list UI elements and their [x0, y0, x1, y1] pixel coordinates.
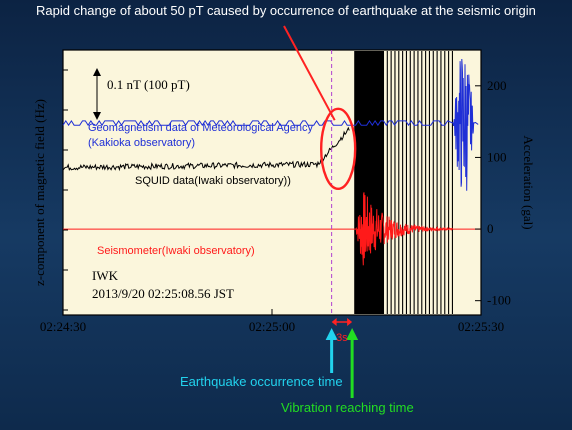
interval-label: 3s — [336, 332, 348, 344]
seismometer-trace — [63, 192, 481, 266]
geomag-label: Geomagnetism data of Meteorological Agen… — [88, 122, 314, 134]
plot-area — [62, 49, 482, 316]
right-y-tick-label: 200 — [487, 78, 507, 93]
vibration-time-label: Vibration reaching time — [281, 400, 414, 415]
vibration-arrow-head — [346, 328, 359, 340]
left-axis-label: z-component of magnetic field (Hz) — [32, 99, 47, 286]
scale-bar-label: 0.1 nT (100 pT) — [107, 77, 190, 92]
x-tick-label: 02:24:30 — [40, 319, 86, 334]
station-label: IWK — [92, 268, 119, 283]
top-annotation: Rapid change of about 50 pT caused by oc… — [36, 3, 536, 18]
right-y-tick-label: 100 — [487, 149, 507, 164]
timestamp-label: 2013/9/20 02:25:08.56 JST — [92, 286, 234, 301]
annotation-pointer — [283, 25, 336, 121]
right-axis-label: Acceleration (gal) — [521, 135, 536, 229]
seismometer-label: Seismometer(Iwaki observatory) — [97, 245, 255, 257]
right-y-tick-label: -100 — [487, 293, 511, 308]
interval-arrow-right — [347, 318, 353, 326]
geomagnetism-trace — [62, 58, 479, 191]
squid-trace — [62, 126, 350, 172]
x-tick-label: 02:25:00 — [249, 319, 295, 334]
interval-arrow-left — [331, 318, 337, 326]
squid-label: SQUID data(Iwaki observatory)) — [135, 175, 291, 187]
right-y-tick-label: 0 — [487, 221, 494, 236]
saturation-block — [354, 51, 384, 314]
geomag-sublabel: (Kakioka observatory) — [88, 137, 195, 149]
x-tick-label: 02:25:30 — [458, 319, 504, 334]
scale-bar-up-arrow — [93, 68, 101, 76]
jump-highlight-ellipse — [319, 107, 357, 191]
earthquake-time-label: Earthquake occurrence time — [180, 374, 343, 389]
scale-bar-down-arrow — [93, 112, 101, 120]
earthquake-arrow-head — [325, 328, 338, 340]
